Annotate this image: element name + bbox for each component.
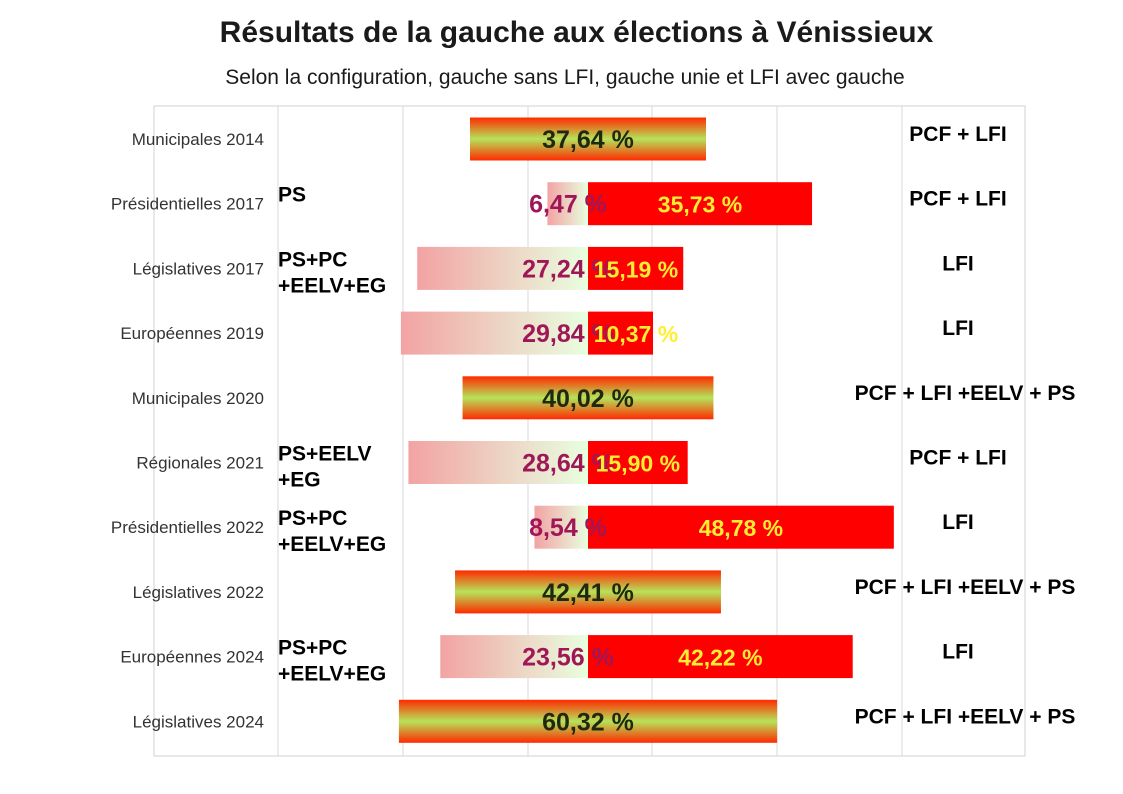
others-value-label: 28,64 %	[522, 450, 614, 478]
lfi-value-label: 15,19 %	[594, 256, 678, 282]
others-bar	[534, 505, 588, 549]
category-label: Municipales 2020	[132, 389, 264, 408]
others-value-label: 8,54 %	[529, 514, 607, 542]
others-value-label: 6,47 %	[529, 191, 607, 219]
united-bar	[462, 376, 714, 420]
lfi-value-label: 35,73 %	[658, 192, 742, 218]
category-label: Régionales 2021	[136, 454, 264, 473]
united-bar	[469, 117, 707, 161]
others-bar	[547, 182, 588, 226]
category-label: Présidentielles 2022	[111, 518, 264, 537]
chart-title: Résultats de la gauche aux élections à V…	[219, 16, 934, 49]
right-note: PCF + LFI	[909, 123, 1006, 146]
united-value-label: 40,02 %	[542, 385, 634, 413]
plot-border	[153, 105, 1026, 757]
lfi-bar	[588, 441, 688, 484]
left-note-line: PS+PC	[278, 507, 347, 530]
category-label: Présidentielles 2017	[111, 195, 264, 214]
left-note-line: PS+PC	[278, 637, 347, 660]
lfi-value-label: 10,37 %	[594, 321, 678, 347]
others-bar	[400, 311, 588, 355]
lfi-bar	[588, 505, 894, 549]
united-value-label: 37,64 %	[542, 126, 634, 154]
right-note: PCF + LFI	[909, 447, 1006, 470]
right-note: PCF + LFI +EELV + PS	[855, 705, 1076, 728]
right-note: LFI	[942, 641, 974, 664]
right-note: PCF + LFI	[909, 188, 1006, 211]
others-bar	[417, 246, 588, 290]
lfi-value-label: 42,22 %	[678, 645, 762, 671]
left-note-line: +EELV+EG	[278, 533, 386, 556]
right-note: LFI	[942, 511, 974, 534]
right-note: LFI	[942, 252, 974, 275]
lfi-value-label: 48,78 %	[699, 515, 783, 541]
others-value-label: 23,56 %	[522, 644, 614, 672]
united-value-label: 42,41 %	[542, 579, 634, 607]
lfi-bar	[588, 246, 684, 290]
bars	[398, 117, 894, 743]
lfi-bar	[588, 311, 654, 355]
left-note-line: +EG	[278, 469, 321, 492]
left-note-line: PS+EELV	[278, 443, 372, 466]
labels: Municipales 2014 37,64 % PCF + LFI Présiden…	[111, 123, 1075, 736]
others-bar	[408, 441, 588, 484]
left-note-line: +EELV+EG	[278, 274, 386, 297]
united-value-label: 60,32 %	[542, 708, 634, 736]
united-bar	[455, 570, 721, 614]
others-value-label: 27,24 %	[522, 255, 614, 283]
category-label: Européennes 2019	[120, 324, 264, 343]
lfi-bar	[588, 635, 853, 679]
right-note: PCF + LFI +EELV + PS	[855, 382, 1076, 405]
category-label: Municipales 2014	[132, 130, 264, 149]
right-note: PCF + LFI +EELV + PS	[855, 576, 1076, 599]
category-label: Européennes 2024	[120, 648, 264, 667]
category-label: Législatives 2022	[133, 583, 264, 602]
category-label: Législatives 2017	[133, 259, 264, 278]
category-label: Législatives 2024	[133, 712, 264, 731]
plot-frame	[153, 105, 1026, 757]
right-note: LFI	[942, 317, 974, 340]
left-note-line: PS	[278, 184, 306, 207]
lfi-value-label: 15,90 %	[596, 451, 680, 477]
lfi-bar	[588, 182, 813, 226]
others-bar	[440, 635, 588, 679]
left-note-line: +EELV+EG	[278, 663, 386, 686]
others-value-label: 29,84 %	[522, 320, 614, 348]
left-note-line: PS+PC	[278, 248, 347, 271]
united-bar	[398, 699, 778, 743]
chart-subtitle: Selon la configuration, gauche sans LFI,…	[225, 66, 905, 89]
